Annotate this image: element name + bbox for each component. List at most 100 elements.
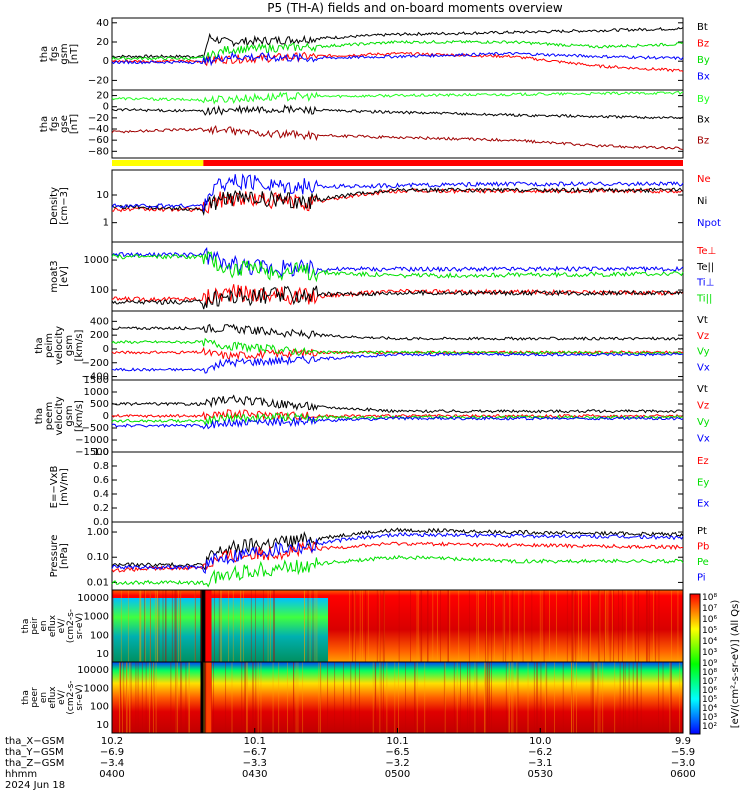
spectrogram-fill: [112, 662, 683, 733]
y-tick-label: 1500: [84, 375, 109, 386]
legend-bt: Bt: [697, 22, 708, 33]
x-tick-label: −5.9: [671, 747, 695, 758]
colorbar-tick: 10⁵: [702, 626, 717, 636]
panel-e-field: 1.0 0.8 0.6 0.4 0.2 0.0 E=−VxB [mV/m] Ez Ey Ex: [49, 447, 709, 528]
data-gap: [200, 662, 206, 733]
y-axis-label: [cm−3]: [59, 187, 70, 225]
y-axis-label: velocity: [54, 396, 65, 435]
y-axis-label: en: [39, 692, 49, 703]
y-axis-label: [km/s]: [74, 400, 85, 432]
panel-tha-fgs-gse: 200−20−40−60−80 tha fgs gse [nT] By Bx Bz: [39, 89, 710, 159]
series-vt: [111, 323, 684, 341]
y-tick-label: −1500: [75, 447, 109, 458]
series-vz: [111, 346, 683, 361]
y-tick-label: −20: [88, 75, 109, 86]
y-axis-label: tha: [34, 408, 45, 424]
colorbar-tick: 10⁸: [702, 593, 717, 603]
mode-bar-segment: [203, 160, 684, 166]
x-tick-label: −3.1: [528, 758, 552, 769]
y-tick-label: 1: [103, 218, 109, 229]
y-axis-label: tha: [21, 690, 31, 705]
x-tick-label: −3.2: [385, 758, 409, 769]
x-tick-label: 9.9: [675, 736, 691, 747]
x-tick-label: 0430: [242, 769, 267, 780]
y-tick-label: 0.6: [93, 475, 109, 486]
x-row-label: tha_X−GSM: [5, 736, 64, 747]
y-tick-label: 400: [90, 316, 109, 327]
y-axis-label: sr-eV): [75, 684, 85, 710]
y-axis-label: fgs: [49, 116, 60, 131]
y-tick-label: 0.01: [87, 577, 109, 588]
y-tick-label: 0: [103, 56, 109, 67]
y-tick-label: 0: [103, 102, 109, 113]
x-tick-label: 10.1: [386, 736, 408, 747]
y-axis-label: Density: [49, 187, 60, 225]
y-axis-label: moat3: [49, 260, 60, 292]
colorbar-tick: 10⁶: [702, 686, 717, 696]
y-axis-label: tha: [39, 116, 50, 132]
series-bx: [111, 104, 684, 120]
x-tick-label: −3.4: [100, 758, 124, 769]
y-tick-label: 0.2: [93, 503, 109, 514]
legend-ne: Ne: [697, 174, 711, 185]
legend-vy: Vy: [697, 417, 710, 428]
series-ni: [111, 187, 684, 217]
y-tick-label: 0.10: [87, 552, 109, 563]
y-axis-label: E=−VxB: [49, 466, 60, 509]
panel-tha-fgs-gsm: 40 20 0 −20 tha fgs gsm [nT] Bt Bz By Bx: [39, 17, 710, 91]
legend-vt: Vt: [697, 384, 708, 395]
legend-vz: Vz: [697, 401, 709, 412]
y-axis-label: peir: [30, 617, 40, 635]
x-tick-label: 0600: [670, 769, 695, 780]
series-ne: [111, 188, 684, 214]
y-tick-label: 0.4: [93, 489, 109, 500]
y-tick-label: 0: [103, 411, 109, 422]
y-axis-label: eflux: [48, 614, 58, 637]
panel-peim-velocity: 400 200 0 −200 −400 tha peim velocity gsm [km/s] V…: [34, 310, 710, 383]
y-tick-label: 1000: [84, 683, 109, 694]
x-tick-label: −6.7: [243, 747, 267, 758]
x-tick-label: 10.1: [244, 736, 266, 747]
legend-vt: Vt: [697, 315, 708, 326]
y-tick-label: −500: [82, 423, 109, 434]
legend-by: By: [697, 55, 710, 66]
y-tick-label: −60: [88, 135, 109, 146]
legend-vx: Vx: [697, 362, 710, 373]
y-tick-label: −40: [88, 124, 109, 135]
legend-ey: Ey: [697, 477, 709, 488]
series-te⊥: [111, 284, 684, 306]
y-tick-label: 100: [90, 630, 109, 641]
y-axis-label: sr-eV): [75, 613, 85, 639]
y-tick-label: 0: [103, 344, 109, 355]
series-pi: [111, 531, 684, 575]
y-tick-label: 100: [90, 702, 109, 713]
y-axis-label: en: [39, 620, 49, 631]
colorbar-tick: 10²: [702, 722, 717, 732]
colorbar-tick: 10⁹: [702, 659, 717, 669]
y-axis-label: gse: [59, 115, 70, 133]
panel-frame: [111, 17, 684, 91]
x-tick-label: 10.0: [529, 736, 551, 747]
y-axis-label: eV/: [57, 618, 67, 634]
y-axis-label: (cm2-s-: [66, 680, 76, 714]
y-axis-label: peim: [44, 333, 55, 358]
x-tick-label: −6.5: [385, 747, 409, 758]
y-axis-label: (cm2-s-: [66, 609, 76, 643]
colorbar-tick: 10⁶: [702, 615, 717, 625]
series-by: [111, 39, 684, 63]
panel-pressure: 1.00 0.10 0.01 Pressure [nPa] Pt Pb Pe Pi: [49, 521, 709, 591]
legend-by: By: [697, 94, 710, 105]
x-tick-label: −3.3: [243, 758, 267, 769]
y-axis-label: gsm: [64, 405, 75, 426]
x-tick-label: 0530: [528, 769, 553, 780]
series-bx: [111, 51, 684, 67]
panel-density: 10 1 Density [cm−3] Ne Ni Npot: [49, 169, 721, 243]
x-tick-label: −6.2: [528, 747, 552, 758]
y-tick-label: 10000: [77, 665, 109, 676]
y-tick-label: 10: [96, 190, 109, 201]
series-bz: [111, 51, 684, 73]
data-stripe: [205, 590, 212, 662]
panel-frame: [111, 310, 684, 381]
